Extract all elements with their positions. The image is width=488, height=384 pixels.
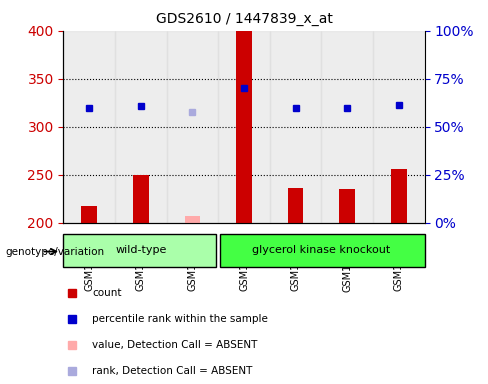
Bar (63, 31, 115, 223)
Bar (81, 207, 97, 223)
Title: GDS2610 / 1447839_x_at: GDS2610 / 1447839_x_at (156, 12, 332, 25)
Text: count: count (92, 288, 122, 298)
Text: glycerol kinase knockout: glycerol kinase knockout (252, 245, 390, 255)
Bar (220, 234, 425, 267)
Bar (115, 31, 166, 223)
Bar (270, 31, 322, 223)
Text: genotype/variation: genotype/variation (5, 247, 104, 257)
Bar (184, 216, 200, 223)
Bar (166, 31, 218, 223)
Text: wild-type: wild-type (115, 245, 166, 255)
Bar (63, 234, 216, 267)
Text: rank, Detection Call = ABSENT: rank, Detection Call = ABSENT (92, 366, 252, 376)
Bar (391, 169, 407, 223)
Bar (218, 31, 270, 223)
Text: value, Detection Call = ABSENT: value, Detection Call = ABSENT (92, 340, 258, 350)
Text: percentile rank within the sample: percentile rank within the sample (92, 314, 268, 324)
Bar (373, 31, 425, 223)
Bar (340, 189, 355, 223)
Bar (133, 175, 148, 223)
Bar (288, 188, 304, 223)
Bar (236, 31, 252, 223)
Bar (322, 31, 373, 223)
